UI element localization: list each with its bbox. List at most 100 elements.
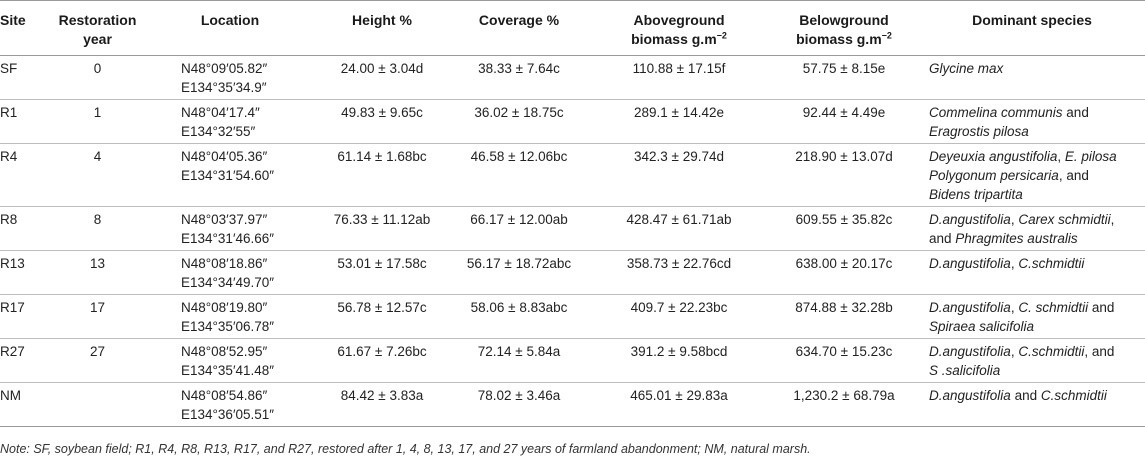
table-row: R4 4 N48°04′05.36″ E134°31′54.60″ 61.14 ± 1.…: [0, 144, 1145, 207]
coordinate-line: E134°35′34.9″: [181, 80, 267, 95]
cell-dominant-species: Deyeuxia angustifolia, E. pilosa Polygonu…: [919, 144, 1145, 207]
cell-restoration-year: 8: [93, 212, 102, 227]
header-belowground-biomass: Belowground biomass g.m−2: [796, 12, 892, 47]
species-name: C.schmidtii: [1018, 344, 1085, 359]
species-name: Carex schmidtii: [1018, 212, 1111, 227]
cell-dominant-species: D.angustifolia, Carex schmidtii, and Phra…: [919, 207, 1145, 251]
species-connector: ,: [1010, 300, 1019, 315]
species-connector: and: [929, 231, 956, 246]
species-name: Eragrostis pilosa: [929, 124, 1029, 139]
table-note: Note: SF, soybean field; R1, R4, R8, R13…: [0, 442, 811, 456]
cell-location: N48°08′19.80″ E134°35′06.78″: [145, 295, 315, 339]
coordinate-line: N48°08′54.86″: [181, 388, 268, 403]
cell-coverage: 56.17 ± 18.72abc: [466, 256, 572, 271]
species-line: Spiraea salicifolia: [929, 317, 1141, 336]
cell-restoration-year: [50, 383, 145, 427]
species-name: D.angustifolia: [929, 212, 1011, 227]
cell-site: R13: [0, 256, 25, 271]
cell-dominant-species: Glycine max: [919, 56, 1145, 100]
coordinate-line: N48°08′52.95″: [181, 344, 268, 359]
cell-aboveground-biomass: 409.7 ± 22.23bc: [630, 300, 728, 315]
table-row: R17 17 N48°08′19.80″ E134°35′06.78″ 56.78 ± …: [0, 295, 1145, 339]
table-row: R27 27 N48°08′52.95″ E134°35′41.48″ 61.67 ± …: [0, 339, 1145, 383]
header-site: Site: [0, 12, 26, 28]
species-line: S .salicifolia: [929, 361, 1141, 380]
header-location: Location: [200, 12, 260, 28]
coordinate-line: N48°03′37.97″: [181, 212, 268, 227]
species-line: D.angustifolia and C.schmidtii: [929, 386, 1141, 405]
species-line: Polygonum persicaria, and: [929, 166, 1141, 185]
cell-restoration-year: 13: [89, 256, 106, 271]
coordinate-line: E134°36′05.51″: [181, 407, 275, 422]
coordinate-line: N48°04′17.4″: [181, 105, 260, 120]
species-line: D.angustifolia, C.schmidtii: [929, 254, 1141, 273]
species-name: D.angustifolia: [929, 300, 1011, 315]
coordinate-line: N48°08′18.86″: [181, 256, 268, 271]
table-row: NM N48°08′54.86″ E134°36′05.51″ 84.42 ± 3.8…: [0, 383, 1145, 427]
cell-restoration-year: 27: [89, 344, 106, 359]
species-connector: ,: [1010, 344, 1019, 359]
cell-dominant-species: D.angustifolia and C.schmidtii: [919, 383, 1145, 427]
cell-height: 76.33 ± 11.12ab: [333, 212, 431, 227]
cell-coverage: 66.17 ± 12.00ab: [470, 212, 568, 227]
cell-location: N48°03′37.97″ E134°31′46.66″: [145, 207, 315, 251]
coordinate-line: N48°08′19.80″: [181, 300, 268, 315]
cell-site: R17: [0, 300, 25, 315]
cell-site: R1: [0, 105, 18, 120]
cell-site: NM: [0, 388, 21, 403]
species-name: D.angustifolia: [929, 388, 1011, 403]
cell-height: 61.14 ± 1.68bc: [337, 149, 427, 164]
species-name: Glycine max: [929, 61, 1004, 76]
cell-belowground-biomass: 1,230.2 ± 68.79a: [793, 388, 895, 403]
species-line: Bidens tripartita: [929, 185, 1141, 204]
vegetation-table: Site Restoration year Location Height % …: [0, 0, 1145, 427]
header-aboveground-biomass: Aboveground biomass g.m−2: [631, 12, 727, 47]
cell-restoration-year: 17: [89, 300, 106, 315]
coordinate-line: N48°09′05.82″: [181, 61, 268, 76]
cell-dominant-species: D.angustifolia, C.schmidtii: [919, 251, 1145, 295]
species-name: Commelina communis: [929, 105, 1063, 120]
cell-belowground-biomass: 218.90 ± 13.07d: [795, 149, 893, 164]
species-name: Bidens tripartita: [929, 187, 1023, 202]
cell-belowground-biomass: 609.55 ± 35.82c: [795, 212, 893, 227]
cell-site: R8: [0, 212, 18, 227]
cell-location: N48°09′05.82″ E134°35′34.9″: [145, 56, 315, 100]
cell-height: 53.01 ± 17.58c: [337, 256, 427, 271]
cell-aboveground-biomass: 358.73 ± 22.76cd: [626, 256, 732, 271]
header-restoration-year: Restoration year: [58, 12, 137, 47]
table-row: R8 8 N48°03′37.97″ E134°31′46.66″ 76.33 ± 11…: [0, 207, 1145, 251]
species-line: D.angustifolia, C. schmidtii and: [929, 298, 1141, 317]
species-connector: ,: [1010, 212, 1019, 227]
coordinate-line: E134°32′55″: [181, 124, 256, 139]
table-header: Site Restoration year Location Height % …: [0, 0, 1145, 56]
header-row: Site Restoration year Location Height % …: [0, 0, 1145, 56]
cell-belowground-biomass: 638.00 ± 20.17c: [795, 256, 893, 271]
cell-belowground-biomass: 57.75 ± 8.15e: [802, 61, 886, 76]
cell-height: 84.42 ± 3.83a: [340, 388, 424, 403]
species-name: E. pilosa: [1064, 149, 1117, 164]
coordinate-line: E134°31′54.60″: [181, 168, 275, 183]
species-line: D.angustifolia, C.schmidtii, and: [929, 342, 1141, 361]
coordinate-line: N48°04′05.36″: [181, 149, 268, 164]
cell-belowground-biomass: 634.70 ± 15.23c: [795, 344, 893, 359]
species-name: Phragmites australis: [955, 231, 1078, 246]
cell-height: 49.83 ± 9.65c: [341, 105, 423, 120]
cell-location: N48°04′17.4″ E134°32′55″: [145, 100, 315, 144]
species-name: Spiraea salicifolia: [929, 319, 1035, 334]
cell-restoration-year: 1: [93, 105, 102, 120]
cell-coverage: 78.02 ± 3.46a: [477, 388, 561, 403]
cell-belowground-biomass: 92.44 ± 4.49e: [802, 105, 886, 120]
cell-aboveground-biomass: 465.01 ± 29.83a: [630, 388, 728, 403]
cell-belowground-biomass: 874.88 ± 32.28b: [795, 300, 893, 315]
cell-site: SF: [0, 61, 18, 76]
species-line: Deyeuxia angustifolia, E. pilosa: [929, 147, 1141, 166]
table-row: SF 0 N48°09′05.82″ E134°35′34.9″ 24.00 ± 3.0…: [0, 56, 1145, 100]
header-dominant-species: Dominant species: [972, 12, 1092, 28]
cell-coverage: 58.06 ± 8.83abc: [470, 300, 568, 315]
cell-coverage: 38.33 ± 7.64c: [478, 61, 560, 76]
cell-coverage: 72.14 ± 5.84a: [477, 344, 561, 359]
coordinate-line: E134°35′41.48″: [181, 363, 275, 378]
unit-exponent: −2: [716, 30, 727, 41]
species-connector: and: [1062, 105, 1089, 120]
